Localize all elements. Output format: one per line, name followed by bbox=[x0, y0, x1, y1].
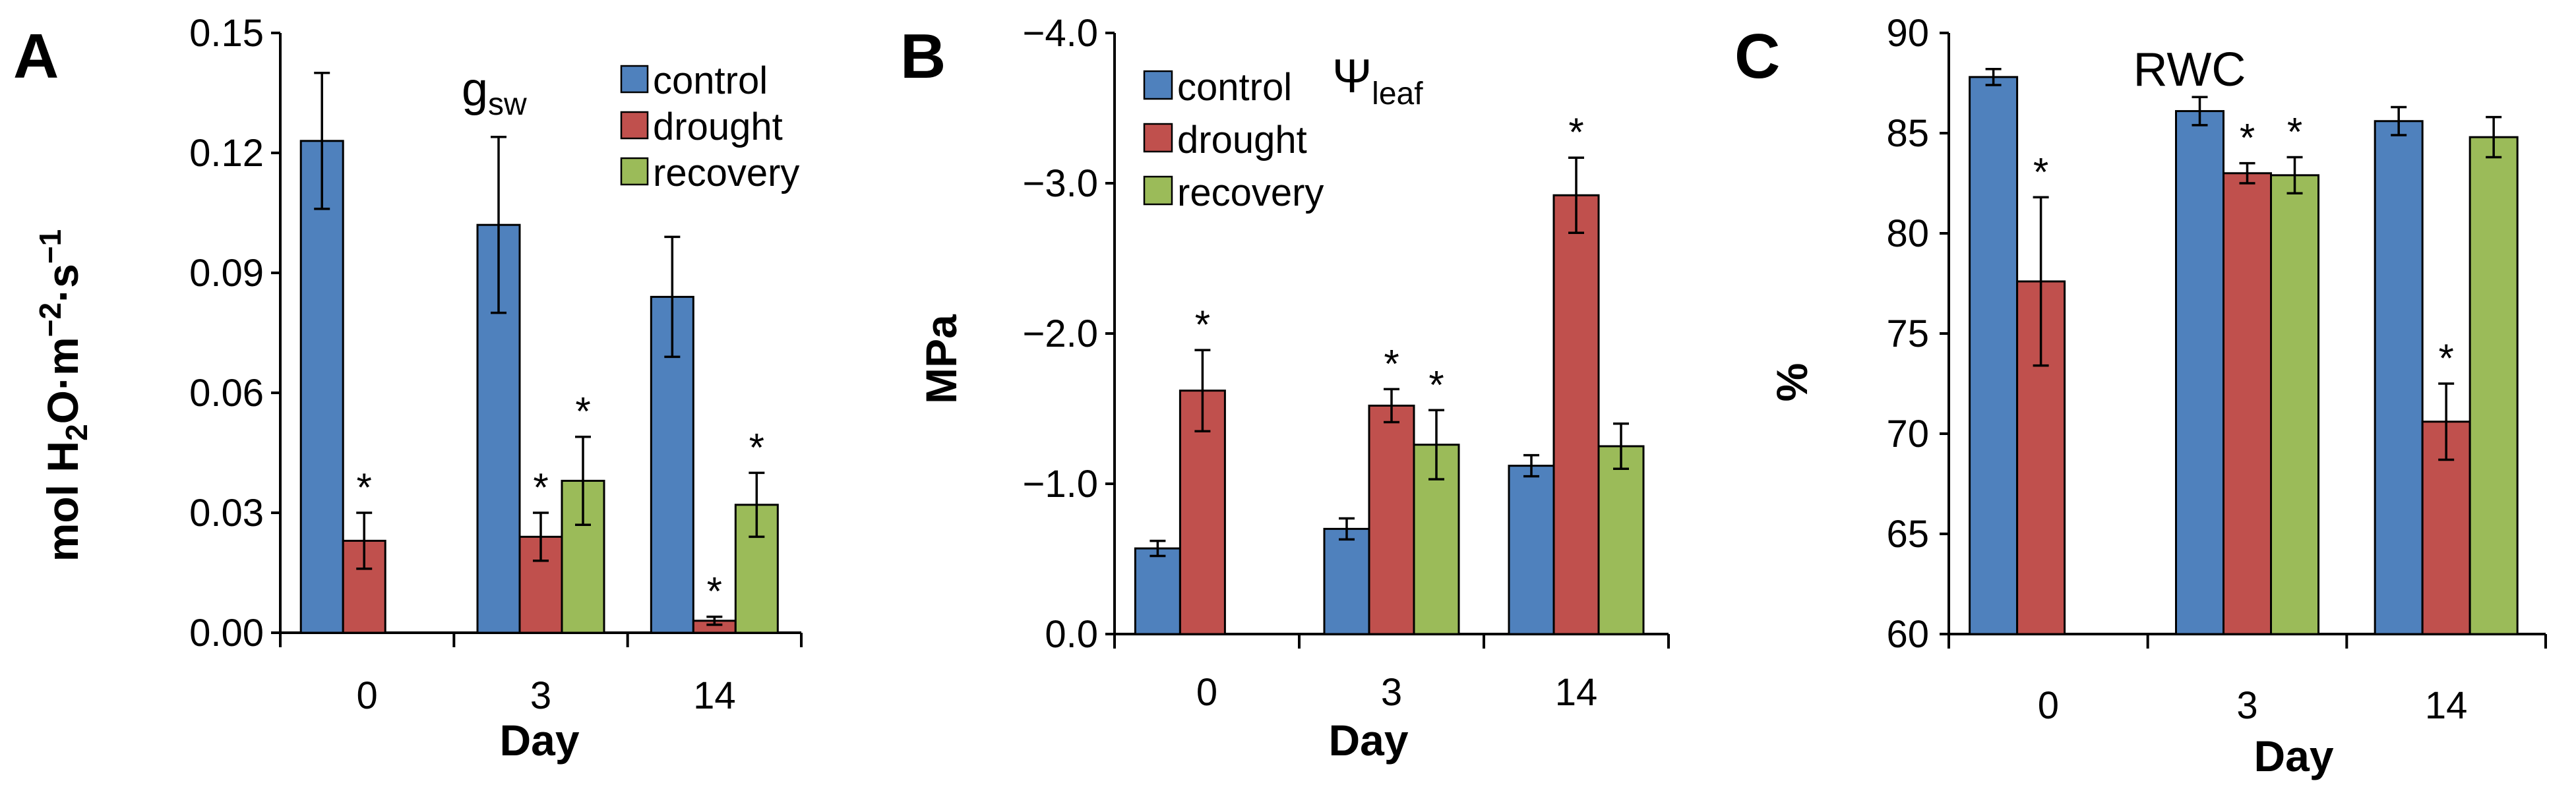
y-axis-title-a: mol H2O·m−2·s−1 bbox=[33, 229, 94, 562]
panel-b-legend-label-recovery: recovery bbox=[1177, 171, 1324, 214]
panel-b-bar-recovery-day14 bbox=[1597, 445, 1645, 635]
x-axis-title-c: Day bbox=[2254, 732, 2333, 780]
chart-title-c-main: RWC bbox=[2133, 44, 2246, 96]
panel-c-bar-control-day0 bbox=[1969, 76, 2019, 635]
panel-a-legend-label-drought: drought bbox=[653, 105, 783, 148]
panel-b-bar-control-day3 bbox=[1323, 527, 1370, 635]
panel-b-x-tick-label: 14 bbox=[1555, 671, 1598, 714]
panel-c-significance-star: * bbox=[2240, 116, 2255, 160]
chart-title-a-main: g bbox=[462, 63, 488, 116]
panel-a-significance-star: * bbox=[707, 569, 722, 614]
y-axis-title-a-sup1: −2 bbox=[33, 303, 67, 337]
panel-a-significance-star: * bbox=[749, 425, 764, 469]
panel-b-significance-star: * bbox=[1384, 341, 1399, 386]
panel-a-bar-control-day0 bbox=[299, 140, 344, 634]
panel-b-legend-swatch-drought bbox=[1143, 123, 1173, 153]
panel-b-bar-drought-day3 bbox=[1368, 404, 1415, 635]
panel-b-legend-label-drought: drought bbox=[1177, 119, 1307, 161]
panel-c-x-tick-label: 0 bbox=[2038, 684, 2059, 727]
panel-b-legend-label-control: control bbox=[1177, 66, 1292, 109]
panel-a-legend-swatch-drought bbox=[620, 111, 649, 140]
panel-a-x-tick-label: 14 bbox=[693, 674, 736, 717]
panel-b-significance-star: * bbox=[1428, 363, 1444, 407]
y-axis-title-a-sub1: 2 bbox=[59, 424, 94, 441]
panel-c-y-tick-label: 75 bbox=[1886, 312, 1929, 355]
panel-c-bar-drought-day3 bbox=[2223, 172, 2272, 635]
panel-c-y-tick-label: 90 bbox=[1886, 12, 1929, 55]
chart-title-b: Ψleaf bbox=[1332, 50, 1423, 111]
panel-c-x-tick-label: 3 bbox=[2236, 684, 2257, 727]
panel-a-y-tick-label: 0.15 bbox=[189, 12, 264, 55]
x-axis-title-a: Day bbox=[499, 716, 579, 765]
panel-b-bar-control-day0 bbox=[1134, 547, 1181, 635]
panel-c-x-tick-label: 14 bbox=[2425, 684, 2468, 727]
panel-a-x-tick-label: 3 bbox=[530, 674, 551, 717]
y-axis-title-b: MPa bbox=[917, 314, 966, 404]
panel-b-x-tick-label: 3 bbox=[1381, 671, 1402, 714]
panel-b-y-tick-label: −3.0 bbox=[1023, 162, 1099, 205]
panel-b-legend-swatch-control bbox=[1143, 70, 1173, 100]
panel-b-significance-star: * bbox=[1568, 110, 1583, 154]
panel-b-y-tick-label: −4.0 bbox=[1023, 12, 1099, 55]
panel-c-bar-recovery-day3 bbox=[2270, 174, 2319, 635]
y-axis-title-c: % bbox=[1767, 363, 1816, 402]
panel-a-legend-label-control: control bbox=[653, 59, 768, 102]
panel-a-x-tick-label: 0 bbox=[357, 674, 378, 717]
panel-a-legend-swatch-control bbox=[620, 65, 649, 94]
y-axis-title-a-p1: mol H bbox=[38, 441, 87, 562]
chart-marks: 0.000.030.060.090.120.150*3**14**control… bbox=[189, 12, 2547, 765]
panel-c-y-tick-label: 60 bbox=[1886, 613, 1929, 656]
panel-b-significance-star: * bbox=[1195, 303, 1210, 347]
chart-title-c: RWC bbox=[2133, 44, 2246, 96]
panel-a-legend-swatch-recovery bbox=[620, 157, 649, 186]
panel-b-y-tick-label: 0.0 bbox=[1045, 613, 1098, 656]
panel-c-y-tick-label: 85 bbox=[1886, 112, 1929, 155]
panel-a-significance-star: * bbox=[357, 465, 372, 509]
panel-a-y-tick-label: 0.06 bbox=[189, 372, 264, 415]
panel-c-significance-star: * bbox=[2287, 109, 2302, 154]
y-axis-title-a-p3: ·s bbox=[38, 264, 87, 303]
panel-a-y-tick-label: 0.03 bbox=[189, 492, 264, 535]
panel-c-bar-control-day3 bbox=[2175, 110, 2224, 635]
y-axis-title-a-sup2: −1 bbox=[33, 229, 67, 264]
panel-a-y-tick-label: 0.09 bbox=[189, 252, 264, 295]
panel-b-y-tick-label: −2.0 bbox=[1023, 312, 1099, 355]
panel-b-bar-drought-day14 bbox=[1552, 194, 1600, 635]
panel-b-legend-swatch-recovery bbox=[1143, 175, 1173, 206]
panel-a-y-tick-label: 0.00 bbox=[189, 612, 264, 654]
panel-b-y-tick-label: −1.0 bbox=[1023, 463, 1099, 506]
panel-c-significance-star: * bbox=[2438, 336, 2453, 380]
panel-letter-c: C bbox=[1734, 21, 1780, 92]
chart-title-a-sub: sw bbox=[488, 87, 527, 122]
panel-a-significance-star: * bbox=[533, 465, 548, 509]
panel-a-legend-label-recovery: recovery bbox=[653, 152, 799, 194]
panel-a-significance-star: * bbox=[575, 390, 590, 434]
panel-c-y-tick-label: 70 bbox=[1886, 413, 1929, 455]
panel-c-y-tick-label: 80 bbox=[1886, 212, 1929, 255]
panel-c-bar-recovery-day14 bbox=[2469, 136, 2519, 635]
chart-title-a: gsw bbox=[462, 63, 527, 122]
panel-b-x-tick-label: 0 bbox=[1196, 671, 1217, 714]
y-axis-title-a-p2: O·m bbox=[38, 337, 87, 424]
panel-letter-b: B bbox=[900, 21, 946, 92]
chart-title-b-main: Ψ bbox=[1332, 50, 1372, 103]
panel-c-significance-star: * bbox=[2033, 150, 2048, 194]
panel-b-bar-control-day14 bbox=[1508, 465, 1555, 635]
panel-letter-a: A bbox=[13, 21, 59, 92]
panel-c-y-tick-label: 65 bbox=[1886, 513, 1929, 556]
x-axis-title-b: Day bbox=[1328, 716, 1408, 765]
panel-c-bar-control-day14 bbox=[2374, 120, 2424, 635]
chart-title-b-sub: leaf bbox=[1372, 76, 1423, 111]
panel-a-y-tick-label: 0.12 bbox=[189, 132, 264, 175]
